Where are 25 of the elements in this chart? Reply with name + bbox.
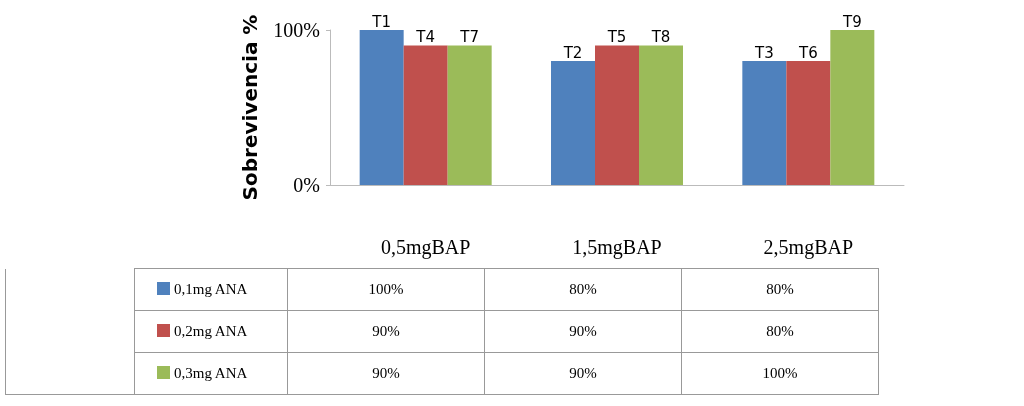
annotation: T8: [650, 28, 671, 46]
annotation: T6: [797, 43, 818, 62]
data-label: 80%: [484, 268, 682, 311]
x-tick-label: 0,5mgBAP: [380, 236, 471, 259]
annotation: T5: [606, 28, 627, 46]
legend-label: 0,1mg ANA: [134, 268, 288, 311]
x-tick-label: 2,5mgBAP: [763, 236, 854, 259]
annotation: T3: [753, 43, 774, 62]
data-label: 90%: [484, 310, 682, 353]
x-tick-label: 1,5mgBAP: [572, 236, 662, 259]
y-axis-title: Sobrevivencia %: [238, 14, 262, 201]
data-label: 80%: [681, 268, 879, 311]
data-label: 100%: [681, 352, 879, 395]
annotation: T1: [371, 12, 392, 31]
legend-label: 0,2mg ANA: [134, 310, 288, 353]
annotation: T2: [562, 43, 583, 62]
data-label: 90%: [287, 352, 485, 395]
data-label: 90%: [484, 352, 682, 395]
legend-label: 0,3mg ANA: [134, 352, 288, 395]
y-tick-label: 0%: [293, 174, 320, 196]
annotation: T9: [841, 12, 862, 31]
data-label: 80%: [681, 310, 879, 353]
annotation: T4: [415, 28, 436, 46]
data-label: 90%: [287, 310, 485, 353]
annotation: T7: [459, 28, 480, 46]
